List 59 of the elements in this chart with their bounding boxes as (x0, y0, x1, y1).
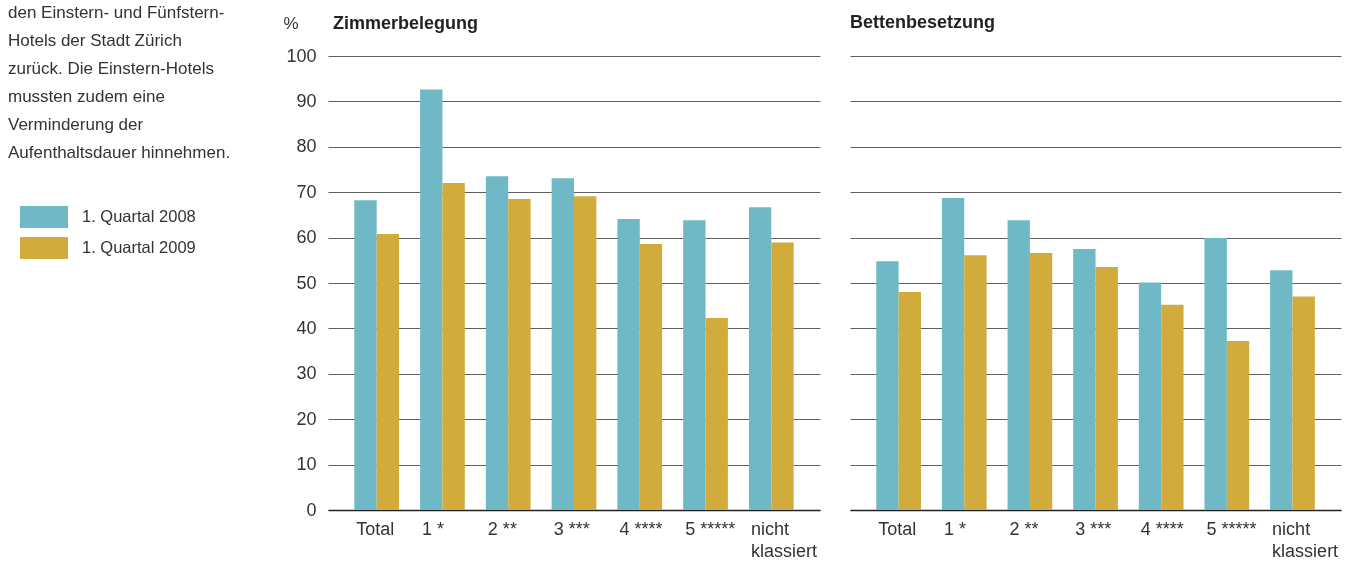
x-tick-label: 5 ***** (1206, 518, 1257, 539)
bar (705, 317, 728, 510)
y-tick-label: 0 (306, 499, 317, 520)
bar (617, 218, 640, 510)
bar (1138, 282, 1162, 510)
y-axis-title: % (283, 13, 299, 33)
bar (1270, 270, 1293, 510)
bar (442, 183, 465, 510)
y-tick-label: 10 (296, 454, 317, 475)
bar (1007, 220, 1030, 510)
x-tick-label: Total (356, 518, 395, 539)
y-tick-label: 80 (296, 136, 317, 157)
bar (485, 176, 509, 510)
x-tick-label: 4 **** (619, 518, 663, 539)
bar (1095, 267, 1118, 510)
bar (1204, 238, 1227, 510)
x-tick-label: 3 *** (553, 518, 590, 539)
x-tick-label: 1 * (943, 518, 966, 539)
y-tick-label: 50 (296, 272, 317, 293)
y-tick-label: 90 (296, 90, 317, 111)
y-tick-label: 70 (296, 181, 317, 202)
bar (551, 178, 574, 510)
x-tick-label: 5 ***** (685, 518, 736, 539)
x-tick-label: 2 ** (487, 518, 517, 539)
bar (420, 89, 443, 510)
y-tick-label: 100 (286, 45, 317, 66)
bar (1226, 341, 1250, 510)
bar (376, 233, 400, 510)
y-tick-label: 30 (296, 363, 317, 384)
bar (771, 242, 794, 510)
chart-title: Bettenbesetzung (850, 12, 996, 32)
x-tick-label: 1 * (422, 518, 445, 539)
bar (1029, 253, 1053, 510)
y-tick-label: 40 (296, 317, 317, 338)
legend-label: 1. Quartal 2008 (82, 207, 196, 225)
x-tick-label: 3 *** (1075, 518, 1112, 539)
bar (574, 196, 597, 510)
bar (748, 207, 772, 510)
x-tick-label: nicht klassiert (1272, 518, 1339, 561)
bar (683, 220, 706, 510)
bar (898, 292, 921, 510)
text: den Einstern- und Fünfstern-Hotels der Stadt Zürich zurück. Die Einstern-Hotels mussten zudem eine Verminderung der Aufenthaltsdauer hinnehmen. (8, 3, 231, 162)
y-tick-label: 60 (296, 227, 317, 248)
bar (1161, 304, 1184, 510)
bar (876, 261, 899, 510)
bar (1073, 248, 1096, 510)
x-tick-label: 2 ** (1009, 518, 1039, 539)
chart-title: Zimmerbelegung (333, 13, 479, 33)
x-tick-label: 4 **** (1140, 518, 1184, 539)
legend-label: 1. Quartal 2009 (82, 238, 196, 256)
bar (639, 243, 663, 510)
bar (941, 198, 965, 510)
bar (1292, 296, 1315, 510)
bar (354, 200, 377, 510)
bar (508, 199, 531, 510)
y-tick-label: 20 (296, 408, 317, 429)
bar (964, 255, 987, 510)
x-tick-label: Total (878, 518, 917, 539)
x-tick-label: nicht klassiert (750, 518, 817, 561)
